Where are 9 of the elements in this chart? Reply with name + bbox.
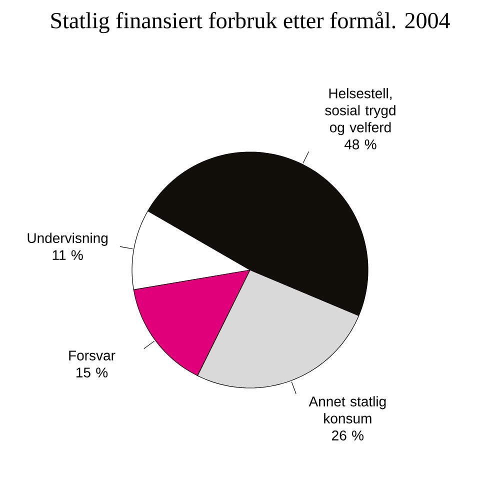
data-label: 48 % [344, 139, 376, 150]
data-label: 15 % [76, 368, 108, 378]
slice-label: Undervisning [28, 232, 108, 246]
slice-label: Forsvar [69, 350, 116, 360]
data-label: 11 % [52, 250, 83, 260]
data-label: 26 % [332, 430, 364, 440]
chart-title: Statlig finansiert forbruk etter formål. 2004 [51, 12, 450, 34]
slice-label: Helsestell, sosial trygd og velferd [325, 88, 396, 136]
slice-label: Annet statlig konsum [308, 396, 386, 424]
